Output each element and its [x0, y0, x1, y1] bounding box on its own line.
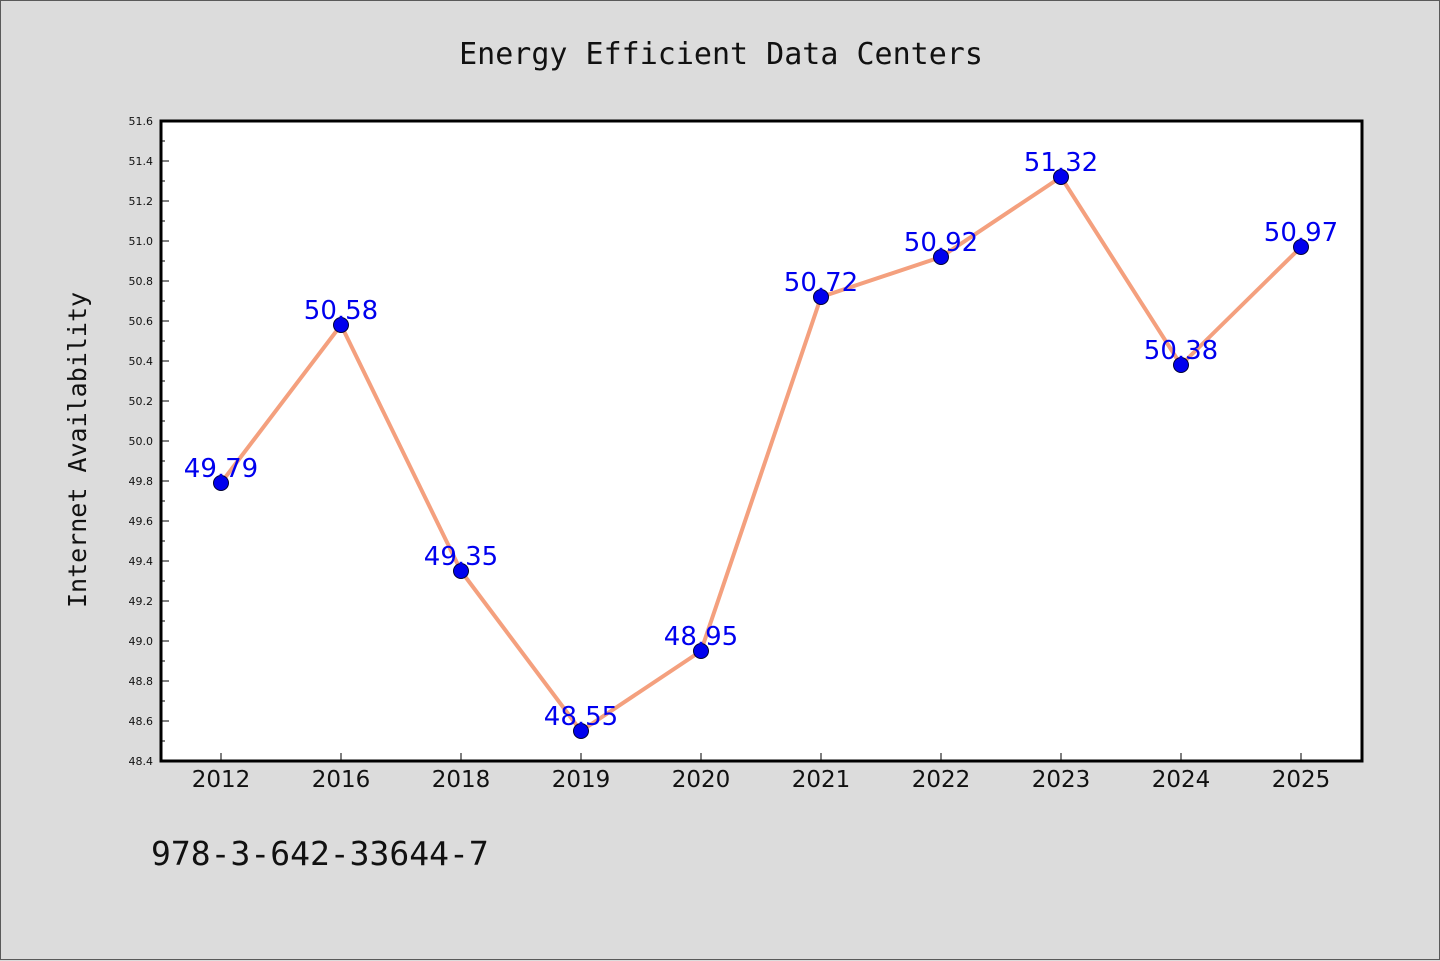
x-tick-label: 2023 — [1032, 767, 1091, 793]
data-point-label: 48.95 — [664, 622, 738, 652]
x-tick-label: 2020 — [672, 767, 731, 793]
data-point-label: 50.38 — [1144, 336, 1218, 366]
y-tick-label: 49.0 — [129, 635, 154, 648]
data-point-marker — [453, 563, 469, 579]
data-point-marker — [333, 317, 349, 333]
data-point-label: 50.92 — [904, 228, 978, 258]
x-tick-label: 2021 — [792, 767, 851, 793]
y-axis-ticks: 48.4 48.6 48.8 49.0 49.2 49.4 49.6 49.8 50.0 50.2… — [129, 115, 169, 768]
data-point-marker — [933, 249, 949, 265]
data-point-marker — [693, 643, 709, 659]
data-point-marker — [1173, 357, 1189, 373]
chart-title: Energy Efficient Data Centers — [459, 37, 983, 72]
data-point-label: 50.72 — [784, 268, 858, 298]
x-tick-label: 2025 — [1272, 767, 1331, 793]
series-line — [219, 175, 1303, 733]
y-tick-label: 50.2 — [129, 395, 154, 408]
x-tick-label: 2016 — [312, 767, 371, 793]
y-tick-label: 49.6 — [129, 515, 154, 528]
data-labels: 49.79 50.58 49.35 48.55 48.95 50.72 50.92 51.32… — [184, 148, 1338, 732]
series-markers — [213, 169, 1309, 739]
y-tick-label: 50.6 — [129, 315, 154, 328]
plot-frame — [159, 119, 1364, 763]
data-point-marker — [573, 723, 589, 739]
y-tick-label: 49.2 — [129, 595, 154, 608]
x-tick-label: 2024 — [1152, 767, 1211, 793]
data-point-label: 50.58 — [304, 296, 378, 326]
data-point-label: 49.35 — [424, 542, 498, 572]
y-tick-label: 49.4 — [129, 555, 154, 568]
data-point-label: 51.32 — [1024, 148, 1098, 178]
y-tick-label: 48.4 — [129, 755, 154, 768]
x-tick-label: 2018 — [432, 767, 491, 793]
y-tick-label: 48.6 — [129, 715, 154, 728]
y-tick-label: 51.0 — [129, 235, 154, 248]
isbn-footer: 978-3-642-33644-7 — [151, 834, 489, 873]
x-tick-label: 2019 — [552, 767, 611, 793]
x-axis-ticks: 2012 2016 2018 2019 2020 2021 2022 2023 2024 2025 — [192, 753, 1331, 793]
y-tick-label: 48.8 — [129, 675, 154, 688]
y-tick-label: 49.8 — [129, 475, 154, 488]
data-point-label: 50.97 — [1264, 218, 1338, 248]
y-tick-label: 50.4 — [129, 355, 154, 368]
x-tick-label: 2012 — [192, 767, 251, 793]
data-point-marker — [1053, 169, 1069, 185]
y-tick-label: 50.0 — [129, 435, 154, 448]
y-tick-label: 51.4 — [129, 155, 154, 168]
data-point-label: 49.79 — [184, 454, 258, 484]
x-tick-label: 2022 — [912, 767, 971, 793]
y-axis-label: Internet Availability — [63, 292, 92, 608]
y-tick-label: 51.6 — [129, 115, 154, 128]
series-polyline — [219, 175, 1303, 733]
y-tick-label: 50.8 — [129, 275, 154, 288]
y-tick-label: 51.2 — [129, 195, 154, 208]
data-point-marker — [813, 289, 829, 305]
data-point-marker — [1293, 239, 1309, 255]
data-point-label: 48.55 — [544, 702, 618, 732]
data-point-marker — [213, 475, 229, 491]
plot-area — [161, 121, 1362, 761]
